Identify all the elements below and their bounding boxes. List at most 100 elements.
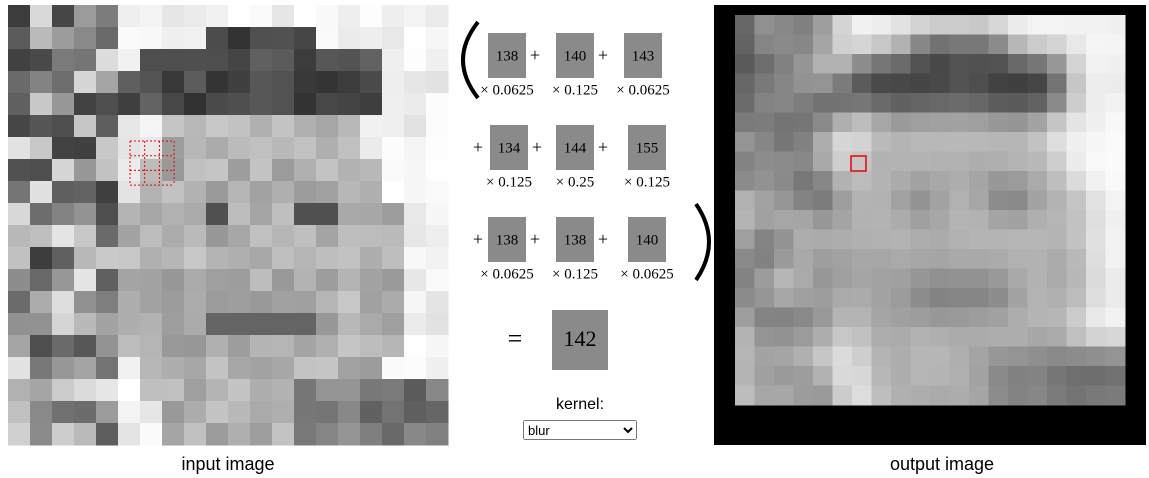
pixel	[184, 203, 207, 226]
pixel	[832, 34, 853, 55]
pixel	[754, 93, 775, 113]
pixel	[969, 366, 989, 386]
pixel	[891, 249, 911, 269]
pixel	[162, 335, 185, 358]
pixel	[272, 313, 295, 336]
pixel	[813, 112, 833, 133]
pixel	[793, 190, 814, 211]
pixel-value: 138	[564, 232, 587, 248]
pixel	[206, 269, 229, 292]
pixel	[74, 335, 97, 358]
pixel	[96, 225, 119, 248]
pixel	[735, 190, 755, 211]
pixel	[735, 288, 755, 308]
kernel-select[interactable]: blur	[523, 420, 637, 440]
pixel	[735, 249, 755, 269]
pixel	[1027, 385, 1048, 406]
pixel	[832, 366, 853, 386]
pixel	[228, 357, 251, 380]
pixel	[52, 335, 75, 358]
pixel	[184, 93, 207, 116]
pixel	[871, 132, 892, 152]
pixel	[774, 73, 794, 94]
pixel	[832, 15, 853, 35]
pixel	[832, 288, 853, 308]
pixel	[832, 73, 853, 94]
pixel	[118, 313, 141, 336]
pixel	[338, 93, 361, 116]
pixel	[949, 385, 970, 406]
pixel	[228, 401, 251, 424]
pixel	[852, 268, 872, 289]
pixel	[871, 268, 892, 289]
pixel	[272, 401, 295, 424]
pixel	[774, 54, 794, 74]
pixel	[30, 93, 53, 116]
pixel	[774, 366, 794, 386]
pixel	[813, 15, 833, 35]
pixel	[8, 247, 31, 270]
pixel	[1086, 112, 1106, 133]
pixel	[294, 5, 317, 28]
pixel	[382, 335, 405, 358]
pixel	[74, 5, 97, 28]
pixel	[1086, 210, 1106, 230]
pixel	[910, 34, 931, 55]
pixel	[404, 335, 427, 358]
pixel	[228, 49, 251, 72]
pixel	[250, 335, 273, 358]
pixel	[338, 5, 361, 28]
pixel	[162, 203, 185, 226]
pixel	[316, 137, 339, 160]
pixel	[52, 93, 75, 116]
pixel	[96, 115, 119, 138]
pixel	[832, 190, 853, 211]
pixel	[969, 73, 989, 94]
pixel	[382, 291, 405, 314]
pixel	[1105, 210, 1126, 230]
pixel	[294, 313, 317, 336]
pixel	[735, 268, 755, 289]
equals-sign: =	[508, 324, 523, 353]
pixel	[360, 115, 383, 138]
pixel	[206, 137, 229, 160]
pixel	[162, 291, 185, 314]
pixel	[140, 203, 163, 226]
pixel	[852, 210, 872, 230]
pixel	[949, 93, 970, 113]
pixel	[360, 269, 383, 292]
pixel	[1086, 34, 1106, 55]
pixel	[774, 229, 794, 250]
pixel	[426, 27, 449, 50]
pixel	[272, 71, 295, 94]
pixel	[813, 151, 833, 172]
pixel	[969, 171, 989, 191]
pixel	[140, 335, 163, 358]
pixel	[118, 401, 141, 424]
pixel	[832, 210, 853, 230]
pixel	[891, 73, 911, 94]
pixel-box	[624, 33, 662, 78]
pixel	[360, 313, 383, 336]
pixel	[8, 269, 31, 292]
pixel	[930, 307, 950, 328]
pixel	[360, 423, 383, 446]
pixel	[910, 112, 931, 133]
pixel	[426, 269, 449, 292]
pixel	[140, 269, 163, 292]
pixel	[1008, 34, 1028, 55]
pixel	[184, 423, 207, 446]
pixel	[382, 159, 405, 182]
pixel	[250, 49, 273, 72]
pixel	[774, 93, 794, 113]
pixel	[754, 268, 775, 289]
pixel	[316, 71, 339, 94]
pixel	[1105, 288, 1126, 308]
plus-sign: +	[598, 45, 608, 65]
pixel	[8, 291, 31, 314]
pixel	[1066, 229, 1087, 250]
pixel	[969, 268, 989, 289]
pixel	[74, 313, 97, 336]
pixel	[52, 203, 75, 226]
pixel	[793, 73, 814, 94]
